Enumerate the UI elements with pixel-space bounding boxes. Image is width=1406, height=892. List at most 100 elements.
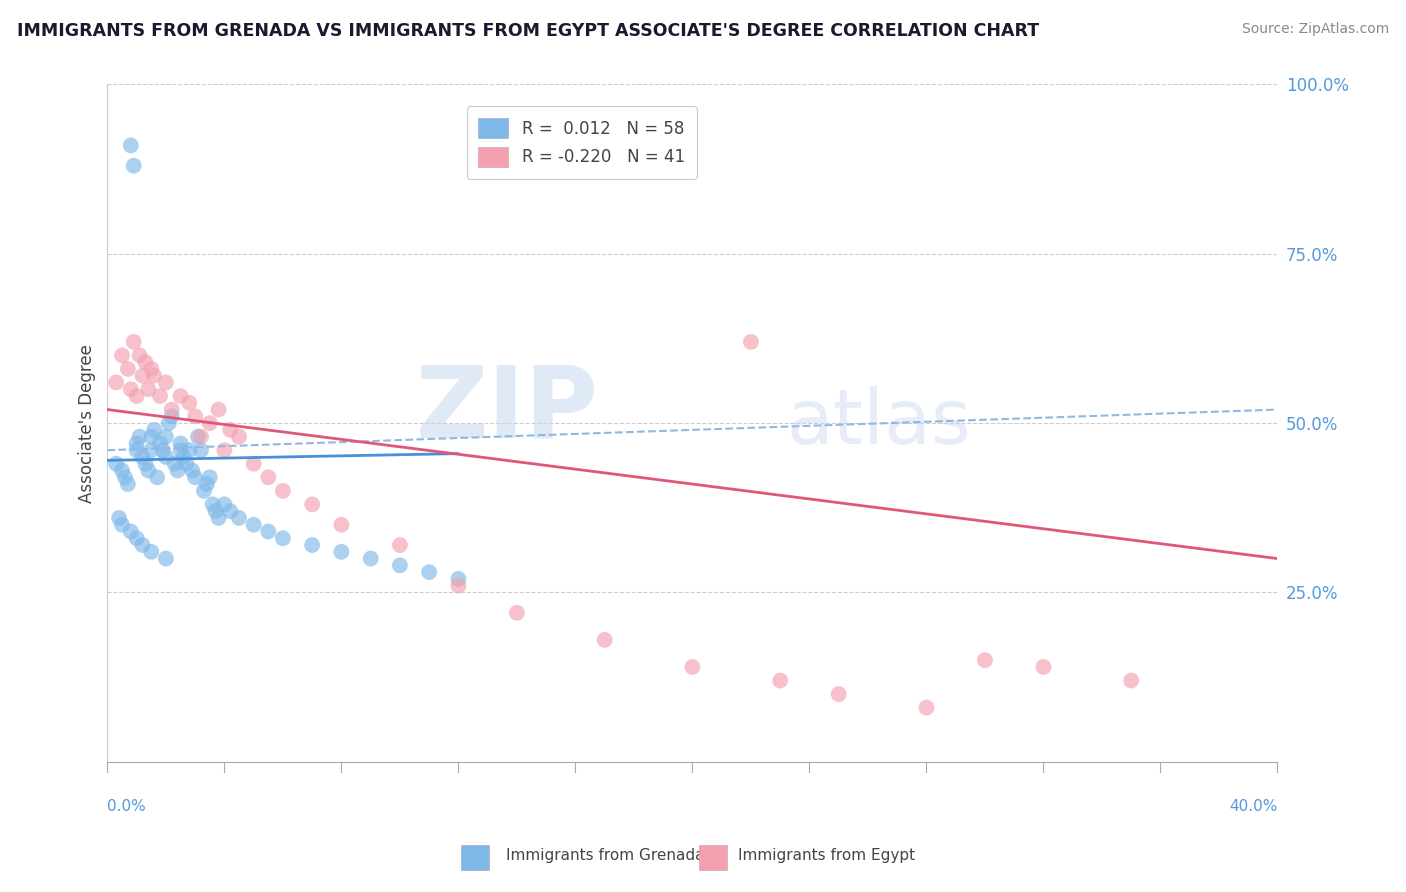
Point <box>169 436 191 450</box>
Point <box>184 470 207 484</box>
Point <box>149 389 172 403</box>
Point <box>105 376 128 390</box>
Text: 0.0%: 0.0% <box>107 799 146 814</box>
Point <box>155 450 177 464</box>
Point <box>187 430 209 444</box>
Point <box>125 531 148 545</box>
Point <box>271 483 294 498</box>
Point <box>138 463 160 477</box>
Point <box>740 334 762 349</box>
Point <box>141 362 163 376</box>
Point <box>193 483 215 498</box>
Point <box>769 673 792 688</box>
Point <box>271 531 294 545</box>
Point <box>176 457 198 471</box>
Point <box>128 348 150 362</box>
Point <box>141 430 163 444</box>
Point <box>219 504 242 518</box>
Point <box>149 436 172 450</box>
Point <box>163 457 186 471</box>
Point <box>117 362 139 376</box>
Point <box>131 538 153 552</box>
Point <box>242 457 264 471</box>
Point <box>181 463 204 477</box>
Point <box>184 409 207 424</box>
Legend: R =  0.012   N = 58, R = -0.220   N = 41: R = 0.012 N = 58, R = -0.220 N = 41 <box>467 106 696 178</box>
Point <box>120 524 142 539</box>
Point <box>157 416 180 430</box>
Point <box>155 430 177 444</box>
Point <box>155 551 177 566</box>
Text: 40.0%: 40.0% <box>1229 799 1278 814</box>
Point <box>257 470 280 484</box>
Point <box>111 348 134 362</box>
Point <box>242 517 264 532</box>
Text: Source: ZipAtlas.com: Source: ZipAtlas.com <box>1241 22 1389 37</box>
Point <box>143 368 166 383</box>
Point <box>214 443 236 458</box>
Point <box>120 138 142 153</box>
Point <box>1032 660 1054 674</box>
Point <box>108 511 131 525</box>
Point <box>138 382 160 396</box>
Point <box>131 450 153 464</box>
Point <box>207 402 229 417</box>
Text: atlas: atlas <box>786 386 972 460</box>
Point <box>143 423 166 437</box>
Text: Immigrants from Egypt: Immigrants from Egypt <box>738 848 915 863</box>
Point <box>214 497 236 511</box>
Point <box>125 436 148 450</box>
Point <box>134 457 156 471</box>
Point <box>134 355 156 369</box>
Point <box>122 159 145 173</box>
Point <box>111 463 134 477</box>
Point <box>301 538 323 552</box>
Point <box>1121 673 1143 688</box>
Point <box>111 517 134 532</box>
Point <box>418 565 440 579</box>
Point <box>172 450 194 464</box>
Point <box>155 376 177 390</box>
Point <box>228 430 250 444</box>
Point <box>190 443 212 458</box>
Point <box>198 470 221 484</box>
Point <box>141 443 163 458</box>
Point <box>447 579 470 593</box>
Point <box>301 497 323 511</box>
Point <box>388 538 411 552</box>
Point <box>125 389 148 403</box>
Text: Immigrants from Grenada: Immigrants from Grenada <box>506 848 704 863</box>
Point <box>141 545 163 559</box>
Point <box>160 402 183 417</box>
Point <box>120 382 142 396</box>
Text: IMMIGRANTS FROM GRENADA VS IMMIGRANTS FROM EGYPT ASSOCIATE'S DEGREE CORRELATION : IMMIGRANTS FROM GRENADA VS IMMIGRANTS FR… <box>17 22 1039 40</box>
Point <box>146 470 169 484</box>
Point <box>166 463 188 477</box>
Point <box>330 545 353 559</box>
Point <box>201 497 224 511</box>
Point <box>190 430 212 444</box>
Point <box>169 389 191 403</box>
Point <box>828 687 851 701</box>
Point <box>204 504 226 518</box>
Point <box>447 572 470 586</box>
Point <box>974 653 997 667</box>
Point <box>198 416 221 430</box>
Point <box>207 511 229 525</box>
Point <box>681 660 703 674</box>
Point <box>219 423 242 437</box>
Y-axis label: Associate's Degree: Associate's Degree <box>79 343 96 502</box>
Point <box>195 477 218 491</box>
Point <box>388 558 411 573</box>
Point <box>179 443 201 458</box>
Point <box>593 632 616 647</box>
Point <box>179 396 201 410</box>
Point <box>169 443 191 458</box>
Point <box>228 511 250 525</box>
Point <box>160 409 183 424</box>
Point <box>152 443 174 458</box>
Point <box>122 334 145 349</box>
Point <box>506 606 529 620</box>
Point <box>257 524 280 539</box>
Point <box>105 457 128 471</box>
